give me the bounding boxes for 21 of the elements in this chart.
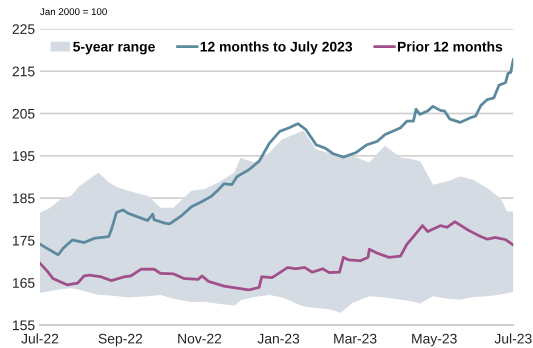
legend-label: 12 months to July 2023	[200, 41, 352, 54]
x-tick-label: Sep-22	[98, 334, 142, 346]
x-tick-label: Nov-22	[178, 334, 222, 344]
x-tick-label: Mar-23	[334, 334, 376, 344]
y-tick-label: 215	[12, 66, 35, 76]
line-series	[40, 58, 514, 256]
x-tick-label: Jul-23	[494, 333, 532, 344]
y-tick-label: 205	[12, 108, 35, 119]
y-tick-label: 195	[13, 151, 35, 161]
line-series	[40, 220, 514, 292]
legend-label: Prior 12 months	[398, 41, 502, 52]
y-axis-title: Jan 2000 = 100	[40, 8, 107, 16]
y-tick-label: 225	[12, 24, 35, 34]
legend-label: 5-year range	[73, 42, 155, 54]
x-tick-label: Jul-22	[21, 333, 58, 344]
x-tick-label: May-23	[412, 334, 457, 346]
y-tick-label: 155	[13, 320, 35, 330]
x-tick-label: Jan-23	[258, 334, 300, 344]
y-tick-label: 165	[13, 278, 35, 288]
y-tick-label: 185	[13, 193, 35, 204]
y-tick-label: 175	[13, 236, 35, 246]
